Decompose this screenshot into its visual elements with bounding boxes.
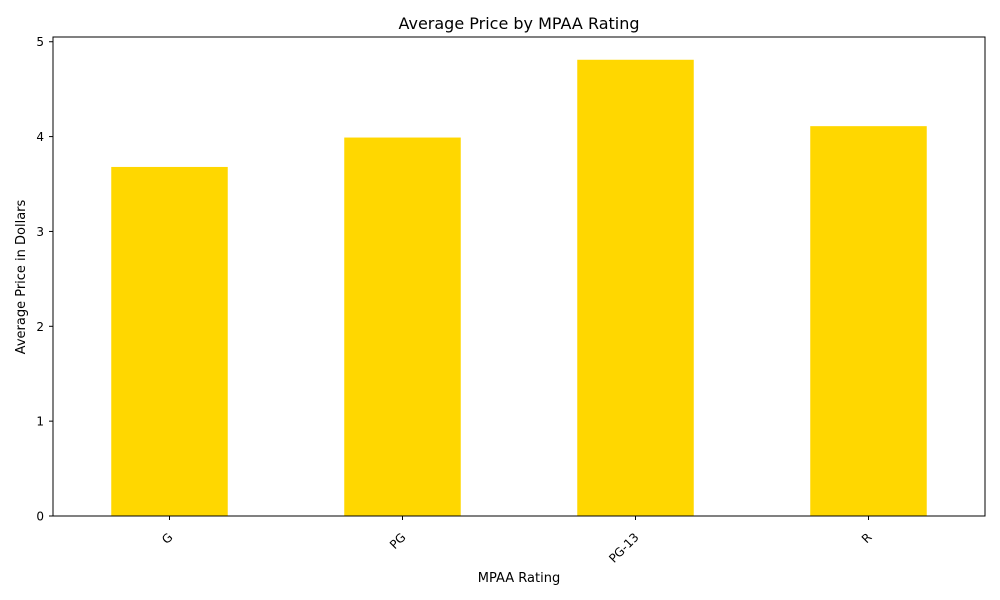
x-tick-label: PG-13 [606,530,641,565]
y-axis: 0 1 2 3 4 5 [36,35,53,524]
x-tick-label: R [859,530,875,546]
bar-r [810,126,927,516]
x-tick-label: PG [387,530,409,552]
y-tick-label: 3 [36,225,44,239]
y-tick-label: 4 [36,130,44,144]
y-tick-label: 0 [36,510,44,524]
y-axis-label: Average Price in Dollars [14,199,29,354]
x-axis: G PG PG-13 R [159,516,875,566]
x-axis-label: MPAA Rating [478,571,560,586]
plot-frame [52,36,986,517]
y-tick-label: 1 [36,415,44,429]
bar-pg-13 [577,59,694,517]
x-tick-label: G [159,530,175,546]
bar-g [111,166,228,516]
bar-pg [344,137,461,516]
y-tick-label: 2 [36,320,44,334]
y-tick-label: 5 [36,35,44,49]
chart-title: Average Price by MPAA Rating [398,14,639,33]
bars-layer [111,59,927,517]
